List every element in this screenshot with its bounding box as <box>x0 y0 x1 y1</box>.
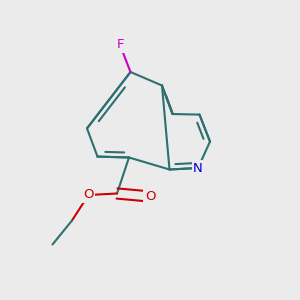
Text: O: O <box>145 190 155 203</box>
Text: F: F <box>116 38 124 52</box>
Text: O: O <box>83 188 94 202</box>
Text: N: N <box>193 161 203 175</box>
